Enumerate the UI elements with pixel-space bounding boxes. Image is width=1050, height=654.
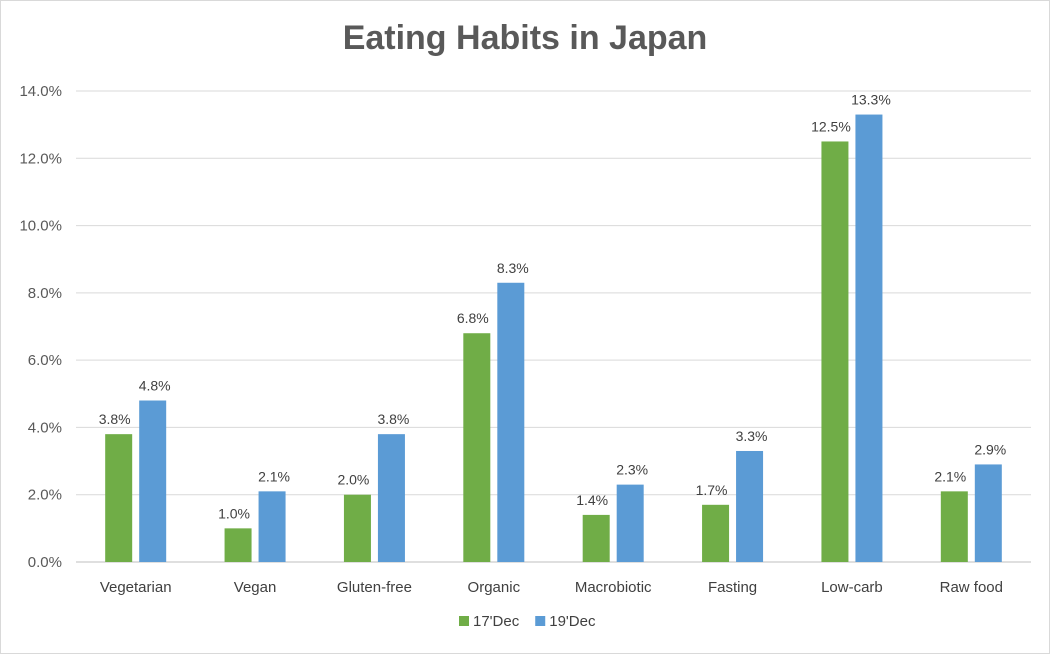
data-label: 2.9% bbox=[974, 441, 1006, 457]
category-label: Organic bbox=[468, 579, 521, 596]
data-label: 3.8% bbox=[377, 411, 409, 427]
bar bbox=[377, 434, 405, 562]
bar bbox=[497, 282, 525, 562]
y-tick-label: 10.0% bbox=[19, 218, 62, 235]
category-label: Vegetarian bbox=[100, 579, 172, 596]
bar bbox=[702, 504, 730, 562]
data-label: 2.0% bbox=[337, 472, 369, 488]
bar bbox=[139, 400, 167, 562]
data-label: 4.8% bbox=[139, 378, 171, 394]
y-tick-label: 6.0% bbox=[28, 352, 62, 369]
data-label: 2.3% bbox=[616, 462, 648, 478]
bar bbox=[343, 494, 371, 562]
data-label: 3.3% bbox=[736, 428, 768, 444]
data-label: 8.3% bbox=[497, 260, 529, 276]
category-label: Low-carb bbox=[821, 579, 883, 596]
y-tick-label: 14.0% bbox=[19, 83, 62, 100]
bar bbox=[105, 434, 133, 562]
bar bbox=[463, 333, 491, 562]
bar bbox=[940, 491, 968, 562]
category-label: Macrobiotic bbox=[575, 579, 652, 596]
category-label: Raw food bbox=[940, 579, 1003, 596]
legend-label: 19'Dec bbox=[549, 613, 596, 630]
category-label: Vegan bbox=[234, 579, 277, 596]
data-label: 3.8% bbox=[99, 411, 131, 427]
bar bbox=[616, 484, 644, 562]
chart-title: Eating Habits in Japan bbox=[342, 19, 708, 57]
y-tick-label: 4.0% bbox=[28, 419, 62, 436]
legend-swatch bbox=[459, 616, 469, 626]
bar bbox=[736, 450, 764, 562]
data-label: 13.3% bbox=[851, 92, 891, 108]
data-label: 12.5% bbox=[811, 118, 851, 134]
y-tick-label: 0.0% bbox=[28, 554, 62, 571]
bar bbox=[582, 514, 610, 562]
data-label: 2.1% bbox=[934, 468, 966, 484]
y-tick-label: 12.0% bbox=[19, 150, 62, 167]
data-label: 1.0% bbox=[218, 505, 250, 521]
y-tick-label: 8.0% bbox=[28, 285, 62, 302]
legend-label: 17'Dec bbox=[473, 613, 520, 630]
data-label: 1.4% bbox=[576, 492, 608, 508]
data-label: 6.8% bbox=[457, 310, 489, 326]
bar bbox=[821, 141, 849, 562]
data-label: 2.1% bbox=[258, 468, 290, 484]
bar bbox=[224, 528, 252, 562]
category-label: Fasting bbox=[708, 579, 757, 596]
bar bbox=[258, 491, 286, 562]
legend-swatch bbox=[535, 616, 546, 626]
data-label: 1.7% bbox=[696, 482, 728, 498]
bar bbox=[855, 114, 883, 563]
bar bbox=[974, 464, 1002, 562]
y-tick-label: 2.0% bbox=[28, 487, 62, 504]
category-label: Gluten-free bbox=[337, 579, 412, 596]
